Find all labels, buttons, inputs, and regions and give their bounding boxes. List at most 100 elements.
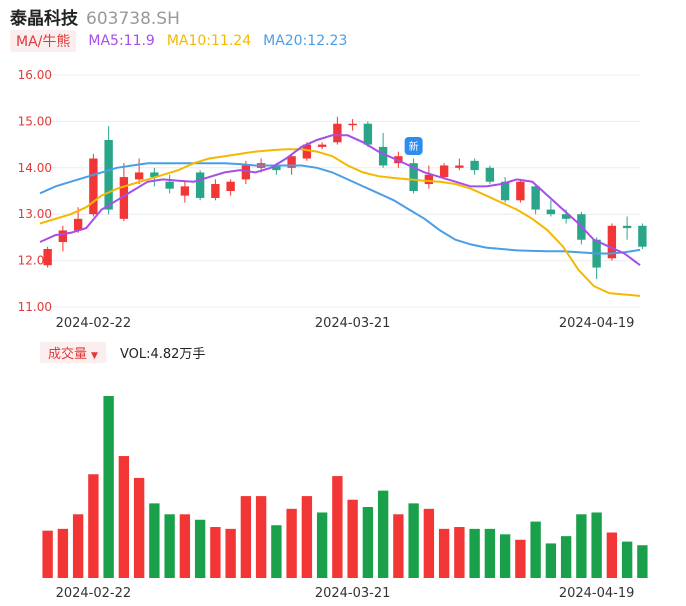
candle-body (317, 144, 327, 147)
candle (58, 225, 68, 252)
stock-header: 泰晶科技 603738.SH (10, 4, 180, 29)
candle-body (439, 165, 449, 178)
volume-bar (133, 477, 145, 578)
candle (134, 158, 144, 185)
volume-bar (621, 541, 633, 578)
candle-body (455, 165, 464, 168)
volume-bar (103, 396, 114, 578)
volume-bar (271, 525, 282, 578)
volume-bar (194, 519, 206, 578)
candle (348, 119, 357, 131)
caret-down-icon: ▼ (91, 350, 98, 361)
candle (424, 165, 434, 189)
volume-bar (591, 512, 602, 578)
volume-value: VOL:4.82万手 (119, 346, 206, 362)
price-tick-label: 12.00 (18, 254, 52, 268)
volume-bar (149, 503, 160, 578)
volume-bar (393, 514, 404, 578)
candle-body (287, 156, 296, 168)
candle-body (58, 230, 68, 243)
volume-bar (179, 514, 191, 578)
ma10-line (39, 148, 641, 297)
ma20-line (39, 162, 641, 255)
volume-bar (377, 490, 389, 578)
candle (531, 184, 540, 215)
volume-bar (606, 532, 618, 578)
price-x-tick-label: 2024-03-21 (315, 316, 391, 331)
candle-body (470, 160, 479, 171)
volume-bar (560, 536, 572, 578)
candle-body (363, 123, 373, 145)
candle-body (119, 177, 129, 219)
volume-bar (88, 474, 99, 578)
volume-bar (530, 521, 541, 578)
candle (485, 165, 495, 185)
volume-bar (225, 528, 236, 578)
candle (455, 158, 464, 171)
bell-badge-icon (404, 137, 423, 155)
candlestick-series (43, 116, 647, 280)
volume-indicator-label: 成交量 (48, 346, 88, 362)
candle-body (195, 172, 205, 198)
volume-series (42, 396, 648, 578)
candle-body (89, 158, 98, 215)
candle-body (241, 165, 251, 180)
volume-bar (515, 539, 526, 578)
volume-bar (576, 514, 587, 578)
volume-bar (332, 476, 343, 578)
volume-bar (57, 528, 69, 578)
volume-indicator-selector[interactable]: 成交量 ▼ (40, 341, 106, 363)
volume-bar (240, 496, 252, 578)
volume-bar (637, 545, 648, 578)
candle (516, 179, 525, 203)
candle-body (211, 184, 220, 198)
candle-body (561, 214, 571, 219)
candle (607, 223, 617, 261)
ma10-legend-label: MA10:11.24 (166, 33, 252, 49)
candle (211, 179, 220, 201)
stock-name: 泰晶科技 (10, 9, 78, 29)
news-marker[interactable]: 新 (404, 137, 423, 155)
candle-body (150, 172, 159, 178)
price-x-tick-label: 2024-04-19 (559, 316, 635, 331)
volume-bar (286, 508, 297, 578)
candle (317, 142, 327, 150)
volume-bar (484, 528, 496, 578)
volume-bar (316, 512, 328, 578)
candle (378, 133, 388, 168)
candle (363, 121, 373, 147)
price-tick-label: 13.00 (18, 207, 52, 221)
price-tick-label: 14.00 (18, 161, 52, 175)
price-y-axis: 16.00 15.00 14.00 13.00 12.00 11.00 (18, 68, 52, 314)
candle-body (607, 225, 617, 259)
price-tick-label: 16.00 (18, 68, 52, 82)
volume-x-tick-label: 2024-03-21 (315, 586, 391, 601)
candle-body (43, 249, 52, 266)
volume-bar (362, 507, 374, 578)
candle (577, 211, 586, 245)
moving-average-lines (39, 134, 641, 297)
candle (89, 153, 98, 217)
candle (546, 200, 556, 217)
candle-body (531, 186, 540, 210)
volume-bar (301, 496, 313, 578)
ma20-legend-label: MA20:12.23 (263, 33, 348, 49)
candle-body (546, 209, 556, 215)
candle (119, 163, 129, 222)
candle-body (272, 165, 281, 171)
ma5-legend-label: MA5:11.9 (88, 33, 155, 49)
candle (470, 158, 479, 175)
ma5-line (39, 134, 641, 266)
volume-x-tick-label: 2024-04-19 (559, 586, 635, 601)
candle (439, 163, 449, 180)
candle-body (424, 174, 434, 185)
volume-x-tick-label: 2024-02-22 (56, 586, 132, 601)
candle-body (500, 181, 510, 201)
candle (409, 158, 418, 194)
volume-bar (118, 456, 130, 578)
candle (226, 179, 235, 196)
candle (592, 237, 601, 280)
ma-type-selector[interactable]: MA/牛熊 (10, 30, 77, 52)
candle-body (348, 123, 357, 126)
